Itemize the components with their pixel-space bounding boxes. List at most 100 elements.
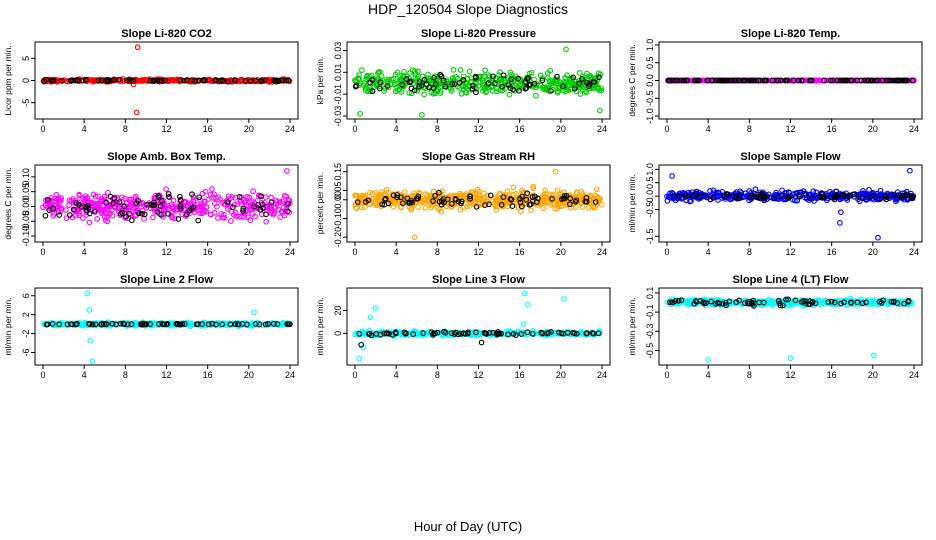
panel-7-point <box>103 321 110 327</box>
panel-9-points <box>664 295 915 363</box>
panel-4-point <box>171 215 178 222</box>
panel-7-point <box>195 321 201 327</box>
panel-6: Slope Sample Flow 0 4 8 12 16 20 24 -1.5 -0.50.00… <box>627 151 923 257</box>
panel-4-point <box>277 214 283 220</box>
panel-7-point <box>235 321 241 328</box>
panel-7-point <box>80 322 87 329</box>
panel-6-frame <box>658 164 923 243</box>
panel-5-xtick-label: 16 <box>515 247 525 257</box>
panel-3-point <box>874 77 881 84</box>
panel-4-point <box>150 214 156 221</box>
panel-9-point <box>667 299 673 306</box>
panel-7-xtick-label: 24 <box>285 370 295 380</box>
panel-1-ytick-label: 5 <box>21 56 31 61</box>
panel-6-point <box>855 193 861 200</box>
panel-2-point <box>539 75 546 82</box>
panel-4-point <box>132 213 138 219</box>
panel-5-point <box>502 198 509 205</box>
panel-3-point <box>827 77 834 84</box>
panel-7-xtick-label: 0 <box>40 370 45 380</box>
panel-5-point <box>382 196 388 203</box>
panel-6-xtick-label: 12 <box>785 247 795 257</box>
panel-7-ytick-label: 2 <box>21 312 31 317</box>
panel-4-point <box>42 212 49 219</box>
panel-7-point <box>179 321 186 327</box>
panel-9-point <box>736 297 743 304</box>
panel-6-point <box>770 195 777 202</box>
panel-9-point <box>741 300 748 306</box>
panel-7-outlier-point <box>86 307 93 313</box>
panel-5-point <box>497 199 503 205</box>
panel-5-point <box>452 196 459 202</box>
panel-9-point <box>888 298 895 305</box>
panel-5-point <box>508 196 515 203</box>
panel-2-point <box>406 89 413 96</box>
panel-9-ytick-label: -0.3 <box>645 324 655 340</box>
panel-4-point <box>54 196 61 203</box>
panel-2-point <box>401 69 407 75</box>
panel-8-outlier-point <box>367 314 374 321</box>
panel-4-point <box>189 191 195 198</box>
panel-4-point <box>119 209 125 216</box>
panel-6-point <box>716 193 722 199</box>
panel-6-series-hourly <box>670 190 917 203</box>
panel-8-point <box>539 330 546 337</box>
panel-4-point <box>104 202 111 209</box>
panel-9-point <box>692 298 699 304</box>
panel-5-point <box>519 187 525 194</box>
panel-6-point <box>859 191 866 198</box>
panel-7-xtick-label: 12 <box>161 370 171 380</box>
panel-4-point <box>263 211 269 218</box>
panel-5-point <box>425 195 431 201</box>
panel-7-point <box>56 321 63 328</box>
panel-4-point <box>227 218 234 224</box>
panel-5-point <box>392 200 399 207</box>
panel-5-point <box>592 196 598 202</box>
panel-6-point <box>837 196 843 203</box>
panel-6-point <box>847 192 854 199</box>
panel-4-point <box>258 193 265 200</box>
panel-4-point <box>86 219 93 226</box>
panel-2-point <box>452 81 458 87</box>
panel-5-point <box>500 194 507 200</box>
panel-5-point <box>506 192 513 198</box>
panel-5-point <box>567 195 574 202</box>
panel-7-point <box>109 320 116 327</box>
panel-5-xtick-label: 20 <box>556 247 566 257</box>
panel-4-point <box>225 206 231 212</box>
panel-7-series-hourly <box>43 320 293 328</box>
panel-7-point <box>121 321 127 327</box>
panel-4-point <box>170 197 177 204</box>
panel-4-point <box>126 210 132 217</box>
panel-4-point <box>268 199 275 206</box>
panel-6-point <box>707 193 714 199</box>
panel-2-point <box>406 79 413 86</box>
panel-8-point <box>524 331 530 338</box>
panel-4-point <box>218 211 225 217</box>
panel-6-outlier-point <box>907 167 913 174</box>
panel-7-xtick-label: 4 <box>82 370 87 380</box>
panel-2-point <box>358 67 365 73</box>
panel-4-point <box>110 200 116 207</box>
panel-2-point <box>408 85 415 92</box>
panel-2-point <box>499 83 505 90</box>
panel-9-point <box>745 300 751 307</box>
panel-1-points <box>40 44 293 116</box>
panel-4-point <box>85 205 92 212</box>
panel-5-point <box>595 195 602 201</box>
panel-3-point <box>683 77 690 84</box>
panel-4-ytick-label: -0.10 <box>21 226 31 247</box>
panel-2-points <box>352 46 605 118</box>
panel-2-point <box>576 80 583 87</box>
panel-7-outlier-point <box>251 309 257 316</box>
panel-2-point <box>460 77 467 83</box>
panel-4: Slope Amb. Box Temp. 0 4 8 12 16 20 24 -0.10-0.0… <box>3 151 299 257</box>
panel-8-xtick-label: 24 <box>597 370 607 380</box>
panel-3-xtick-label: 16 <box>827 124 837 134</box>
panel-4-point <box>92 201 99 207</box>
panel-6-point <box>682 193 689 199</box>
panel-1-outlier-point <box>134 44 141 51</box>
panel-7-point <box>137 321 144 328</box>
panel-3-point <box>807 77 813 84</box>
panel-2-point <box>531 80 538 87</box>
